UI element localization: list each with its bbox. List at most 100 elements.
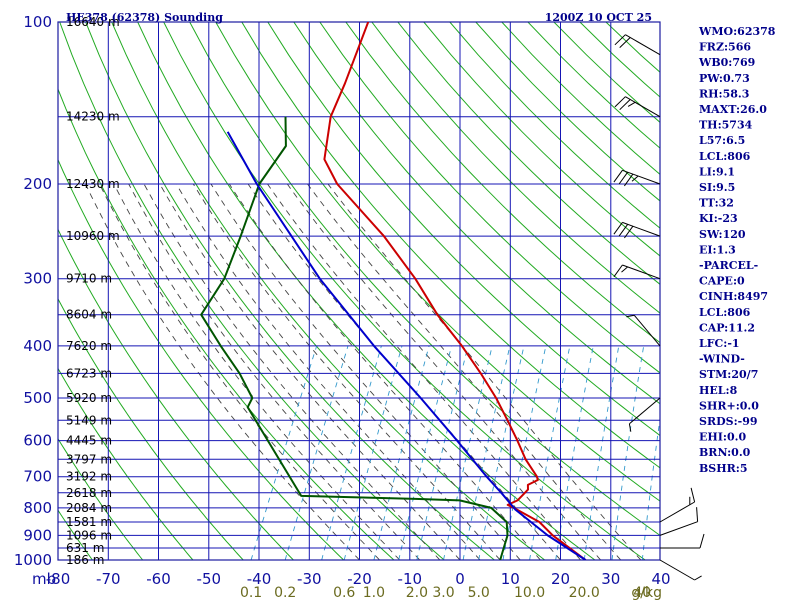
temperature-tick-label: -40 [247, 570, 272, 588]
index-line: SRDS:-99 [699, 415, 758, 428]
index-line: FRZ:566 [699, 41, 751, 54]
index-line: -WIND- [699, 353, 745, 366]
wind-barb [628, 397, 661, 432]
height-label: 16640 m [66, 15, 120, 29]
wind-barb [613, 169, 661, 187]
temperature-tick-label: 10 [501, 570, 520, 588]
temperature-tick-label: 30 [601, 570, 620, 588]
index-line: WB0:769 [698, 56, 755, 69]
height-label: 12430 m [66, 177, 120, 191]
temperature-tick-label: -10 [398, 570, 423, 588]
pressure-tick-label: 100 [23, 13, 52, 31]
height-label: 5149 m [66, 413, 112, 427]
height-label: 10960 m [66, 229, 120, 243]
wind-barb [613, 264, 661, 280]
wind-barb [660, 533, 705, 549]
temperature-tick-label: 20 [551, 570, 570, 588]
index-line: KI:-23 [699, 212, 738, 225]
moist-adiabat-line [128, 183, 421, 560]
parcel-profile-line [226, 131, 587, 560]
index-line: TT:32 [699, 197, 734, 210]
index-line: CINH:8497 [699, 290, 768, 303]
wind-barb [659, 559, 702, 581]
mixing-ratio-label: 1.0 [363, 585, 385, 600]
sounding-series [200, 22, 587, 560]
mixing-ratio-label: 2.0 [406, 585, 428, 600]
height-label: 7620 m [66, 339, 112, 353]
wind-barb [613, 221, 661, 239]
plot-frame [57, 21, 661, 561]
height-label: 2084 m [66, 501, 112, 515]
wind-barb [614, 34, 661, 56]
temperature-profile-line [323, 22, 587, 560]
height-label: 8604 m [66, 308, 112, 322]
index-line: LFC:-1 [699, 337, 740, 350]
index-line: -PARCEL- [699, 259, 758, 272]
index-line: BRN:0.0 [699, 446, 751, 459]
height-label: 3797 m [66, 452, 112, 466]
pressure-tick-label: 800 [23, 499, 52, 517]
wind-barb [659, 487, 696, 523]
height-label: 1581 m [66, 515, 112, 529]
height-label: 4445 m [66, 434, 112, 448]
pressure-tick-label: 400 [23, 337, 52, 355]
moist-adiabat-line [192, 183, 501, 560]
mixing-ratio-label: 3.0 [432, 585, 454, 600]
temperature-tick-label: -70 [96, 570, 121, 588]
pressure-tick-label: 500 [23, 389, 52, 407]
index-line: MAXT:26.0 [699, 103, 767, 116]
moist-adiabat-line [175, 183, 481, 560]
height-label: 186 m [66, 553, 104, 567]
index-line: WMO:62378 [698, 25, 776, 38]
moist-adiabat-line [113, 183, 401, 560]
mixing-ratio-label: 10.0 [514, 585, 545, 600]
x-axis-unit-label: mb [32, 570, 56, 588]
temperature-tick-label: -50 [197, 570, 222, 588]
moist-adiabat-line [143, 183, 441, 560]
moist-adiabat-line [159, 183, 461, 560]
height-label: 2618 m [66, 486, 112, 500]
index-line: SI:9.5 [699, 181, 735, 194]
mixing-ratio-label: 5.0 [468, 585, 490, 600]
mixing-ratio-label: 0.6 [333, 585, 355, 600]
index-line: BSHR:5 [699, 462, 748, 475]
temperature-tick-label: -80 [46, 570, 71, 588]
temperature-tick-label: -30 [297, 570, 322, 588]
wind-barb [614, 96, 661, 118]
mixing-ratio-label: 0.2 [274, 585, 296, 600]
index-line: LCL:806 [699, 306, 751, 319]
mixing-ratio-label: g/kg [631, 585, 662, 600]
index-line: TH:5734 [699, 119, 753, 132]
moist-adiabat-line [85, 183, 360, 560]
wind-barbs [613, 34, 705, 581]
pressure-tick-label: 200 [23, 175, 52, 193]
mixing-ratio-label: 20.0 [569, 585, 600, 600]
index-line: RH:58.3 [699, 87, 749, 100]
pressure-tick-label: 600 [23, 432, 52, 450]
mixing-ratio-label: 0.1 [240, 585, 262, 600]
index-line: SHR+:0.0 [699, 399, 759, 412]
height-label: 14230 m [66, 110, 120, 124]
height-label: 6723 m [66, 366, 112, 380]
index-line: EHI:0.0 [699, 431, 746, 444]
pressure-tick-label: 300 [23, 270, 52, 288]
chart-time: 1200Z 10 OCT 25 [545, 11, 652, 24]
grid [57, 21, 661, 561]
height-label: 631 m [66, 541, 104, 555]
wind-barb [659, 507, 699, 536]
index-line: PW:0.73 [699, 72, 750, 85]
height-label: 3192 m [66, 470, 112, 484]
index-line: CAP:11.2 [699, 321, 755, 334]
index-line: HEL:8 [699, 384, 738, 397]
pressure-tick-label: 900 [23, 526, 52, 544]
index-line: SW:120 [699, 228, 746, 241]
temperature-tick-label: -60 [146, 570, 171, 588]
wind-barb [626, 314, 661, 347]
indices-panel: WMO:62378 FRZ:566 WB0:769 PW:0.73 RH:58.3 MAX… [698, 25, 776, 475]
index-line: L57:6.5 [699, 134, 745, 147]
temperature-tick-label: 40 [651, 570, 670, 588]
temperature-tick-label: -20 [347, 570, 372, 588]
index-line: LI:9.1 [699, 165, 735, 178]
